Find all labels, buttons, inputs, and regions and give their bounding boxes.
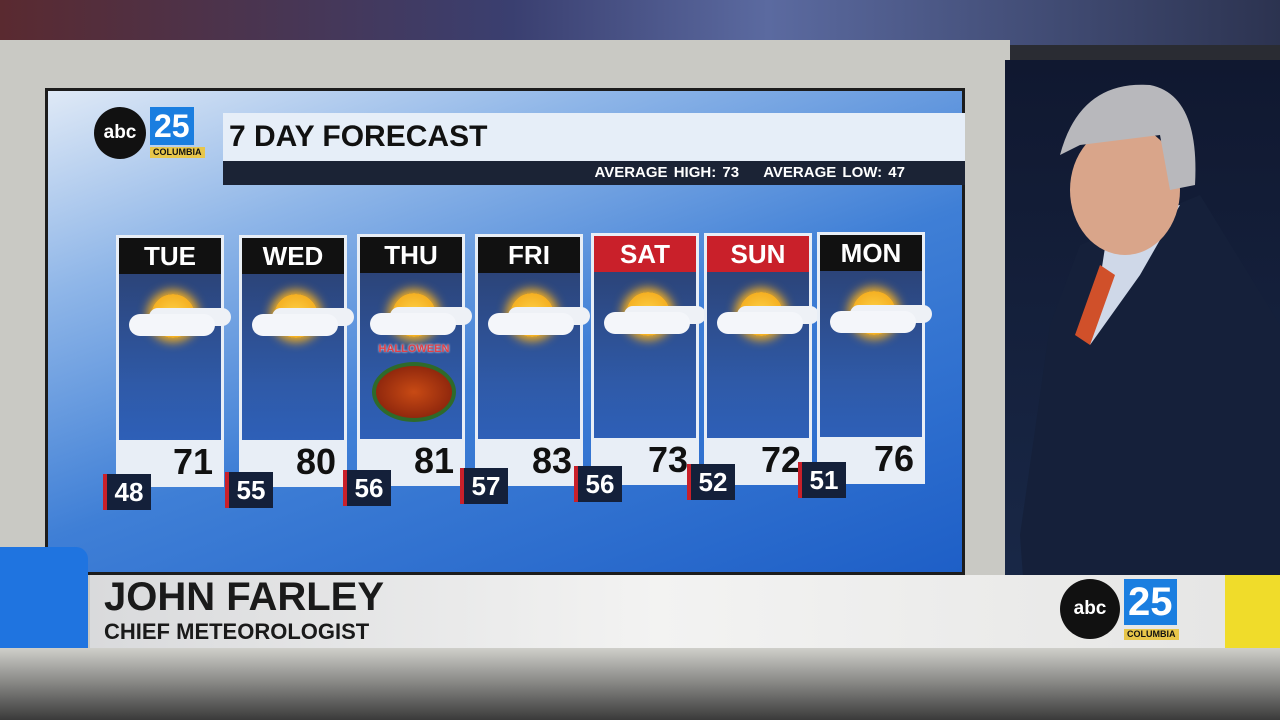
logo-text: abc (1060, 579, 1120, 639)
day-label: MON (820, 235, 922, 271)
high-temp: 76 (873, 438, 914, 479)
logo-city: COLUMBIA (1124, 629, 1179, 640)
cloud-icon (717, 311, 803, 334)
halloween-badge: HALLOWEEN (378, 343, 450, 355)
low-temp: 51 (798, 462, 846, 498)
cloud-icon (370, 313, 456, 335)
high-temp: 71 (172, 441, 213, 482)
meteorologist-person (1020, 84, 1280, 675)
average-low: AVERAGE LOW: 47 (763, 164, 905, 181)
cloud-icon (488, 312, 574, 335)
high-temp: 73 (647, 439, 688, 480)
lower-third-logo: abc 25 COLUMBIA (1060, 579, 1179, 640)
high-temp: 81 (413, 440, 454, 481)
day-card-mon: MON 76 (817, 232, 925, 484)
day-label: WED (242, 237, 344, 274)
presenter-role: CHIEF METEOROLOGIST (104, 619, 370, 644)
lower-third-accent (0, 547, 88, 648)
day-card-wed: WED 80 (239, 234, 347, 487)
cloud-icon (830, 311, 916, 333)
day-label: SAT (594, 236, 696, 272)
high-temp: 72 (760, 438, 801, 480)
averages-bar: AVERAGE HIGH: 73 AVERAGE LOW: 47 (223, 161, 965, 185)
day-label: SUN (707, 235, 809, 272)
day-card-sun: SUN 72 (704, 232, 812, 485)
average-high: AVERAGE HIGH: 73 (594, 164, 740, 181)
low-temp: 52 (687, 464, 735, 500)
studio-background (0, 0, 1280, 45)
studio-floor (0, 648, 1280, 720)
logo-number: 25 (150, 107, 194, 145)
day-card-thu: THU HALLOWEEN 81 (357, 234, 465, 486)
lower-third: JOHN FARLEY CHIEF METEOROLOGIST abc 25 C… (90, 575, 1225, 648)
day-card-sat: SAT 73 (591, 233, 699, 485)
day-label: TUE (119, 238, 221, 274)
low-temp: 56 (343, 470, 391, 506)
high-temp-panel: 83 (478, 438, 580, 483)
forecast-title: 7 DAY FORECAST (223, 113, 965, 161)
high-temp: 83 (531, 439, 572, 481)
high-temp: 80 (295, 440, 336, 482)
lower-third-accent-yellow (1225, 575, 1280, 648)
pumpkin-icon (372, 362, 456, 422)
cloud-icon (129, 314, 215, 336)
day-label: THU (360, 237, 462, 273)
forecast-screen: abc 25 COLUMBIA 7 DAY FORECAST AVERAGE H… (45, 88, 965, 575)
day-card-fri: FRI 83 (475, 233, 583, 486)
presenter-name: JOHN FARLEY (104, 575, 385, 619)
logo-text: abc (94, 107, 146, 159)
station-logo: abc 25 COLUMBIA (94, 107, 205, 159)
day-card-tue: TUE 71 (116, 235, 224, 487)
low-temp: 57 (460, 468, 508, 504)
logo-number: 25 (1124, 579, 1177, 625)
low-temp: 48 (103, 474, 151, 510)
low-temp: 56 (574, 466, 622, 502)
low-temp: 55 (225, 472, 273, 508)
logo-city: COLUMBIA (150, 147, 205, 158)
high-temp-panel: 71 (119, 440, 221, 484)
day-label: FRI (478, 236, 580, 273)
cloud-icon (604, 312, 690, 334)
high-temp-panel: 80 (242, 439, 344, 484)
cloud-icon (252, 313, 338, 336)
